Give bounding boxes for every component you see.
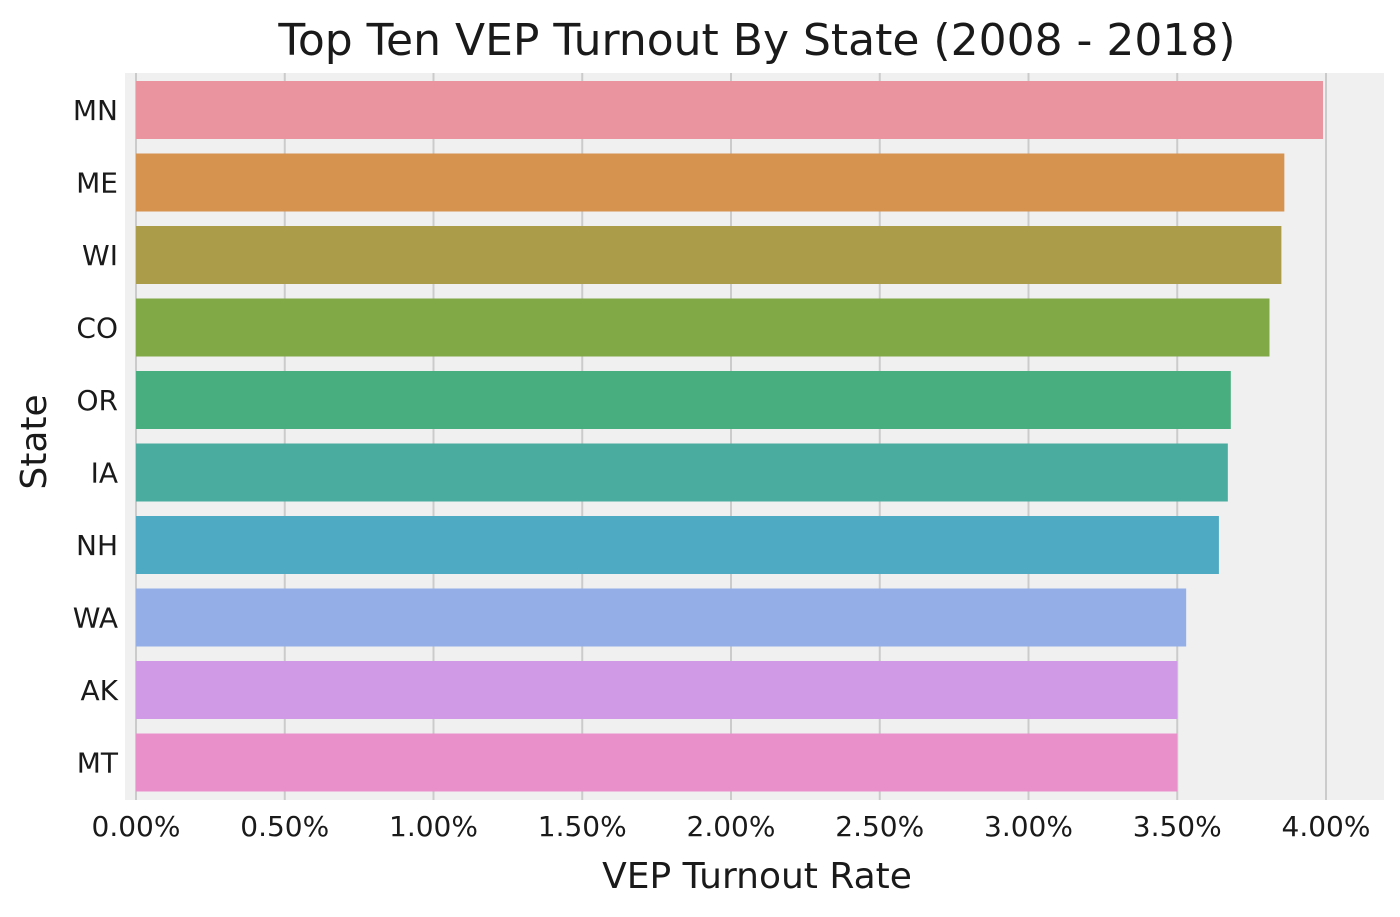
y-tick-label: MN [73,94,118,127]
x-tick-label: 4.00% [1282,810,1371,843]
x-tick-label: 2.50% [835,810,924,843]
y-tick-label: ME [76,167,118,200]
x-tick-label: 1.50% [538,810,627,843]
x-tick-label: 0.50% [240,810,329,843]
x-tick-label: 2.00% [687,810,776,843]
y-tick-label: WI [82,239,118,272]
y-tick-label: WA [73,602,118,635]
chart-title: Top Ten VEP Turnout By State (2008 - 201… [277,15,1235,66]
bar-me [136,153,1285,212]
x-tick-labels: 0.00% 0.50% 1.00% 1.50% 2.00% 2.50% 3.00% 3.50%… [92,810,1371,843]
bar-or [136,371,1231,429]
x-tick-label: 1.00% [389,810,478,843]
bar-mt [136,733,1178,792]
y-tick-label: MT [77,747,119,780]
y-tick-labels: MN ME WI CO OR IA NH WA AK MT [73,94,119,780]
bar-nh [136,516,1219,574]
bar-mn [136,81,1324,139]
x-tick-label: 3.50% [1133,810,1222,843]
y-axis-label: State [14,394,55,489]
y-tick-label: AK [80,674,118,707]
x-tick-label: 0.00% [92,810,181,843]
bar-ia [136,443,1228,502]
bar-wa [136,588,1187,647]
bar-wi [136,226,1282,284]
y-tick-label: IA [91,457,118,490]
x-tick-label: 3.00% [984,810,1073,843]
bars [136,81,1324,792]
y-tick-label: OR [77,384,119,417]
y-tick-label: CO [76,312,118,345]
x-axis-label: VEP Turnout Rate [602,856,912,897]
bar-ak [136,661,1178,719]
y-tick-label: NH [76,529,118,562]
bar-co [136,298,1270,357]
